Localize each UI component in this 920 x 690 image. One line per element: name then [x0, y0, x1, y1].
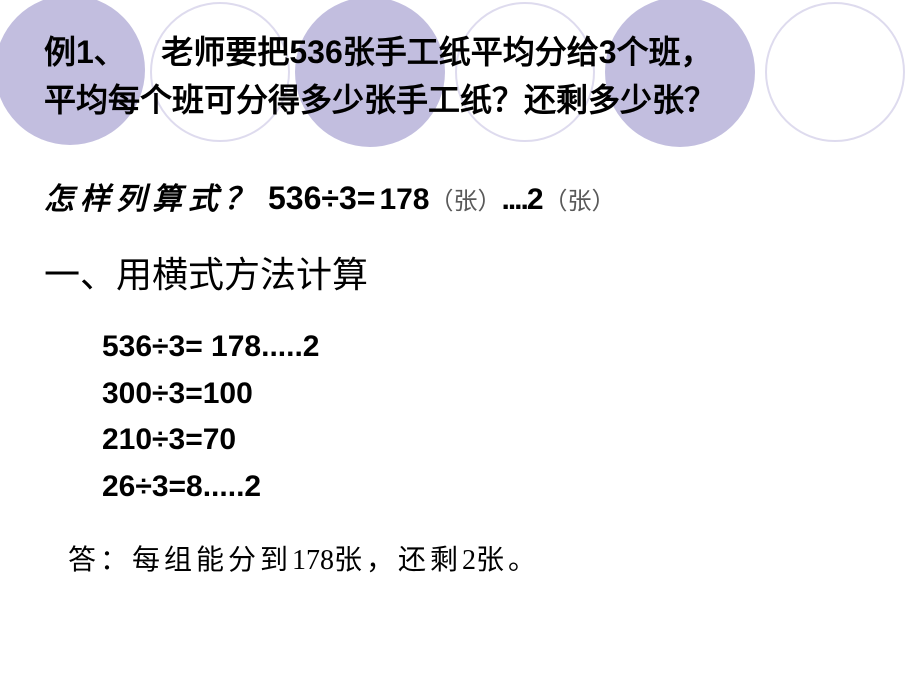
problem-line2: 平均每个班可分得多少张手工纸？还剩多少张？ — [44, 82, 716, 118]
answer-n2: 2 — [462, 545, 476, 576]
answer-suffix: 张。 — [476, 545, 540, 576]
answer-mid: 张，还剩 — [334, 545, 462, 576]
remainder-dots: .... — [502, 183, 527, 217]
answer-n1: 178 — [292, 545, 334, 576]
quotient-value: 178 — [379, 183, 429, 217]
section-title: 一、用横式方法计算 — [44, 246, 876, 298]
example-label: 例1、 — [44, 34, 126, 70]
problem-statement: 例1、 老师要把536张手工纸平均分给3个班， 平均每个班可分得多少张手工纸？还… — [44, 28, 876, 124]
answer-prefix: 答：每组能分到 — [68, 545, 292, 576]
main-expression-lhs: 536÷3= — [268, 180, 375, 217]
remainder-value: 2 — [527, 183, 544, 217]
calc-line: 536÷3= 178.....2 — [102, 324, 876, 371]
answer-line: 答：每组能分到178张，还剩2张。 — [68, 538, 876, 578]
calculation-block: 536÷3= 178.....2 300÷3=100 210÷3=70 26÷3… — [102, 324, 876, 510]
problem-line1: 老师要把536张手工纸平均分给3个班， — [161, 34, 712, 70]
unit-label-1: （张） — [430, 181, 502, 216]
slide-content: 例1、 老师要把536张手工纸平均分给3个班， 平均每个班可分得多少张手工纸？还… — [0, 0, 920, 606]
calc-line: 300÷3=100 — [102, 371, 876, 418]
calc-line: 26÷3=8.....2 — [102, 464, 876, 511]
expression-row: 怎样列算式？ 536÷3= 178 （张） .... 2 （张） — [44, 174, 876, 218]
calc-line: 210÷3=70 — [102, 417, 876, 464]
how-to-label: 怎样列算式？ — [44, 174, 260, 218]
unit-label-2: （张） — [544, 181, 616, 216]
